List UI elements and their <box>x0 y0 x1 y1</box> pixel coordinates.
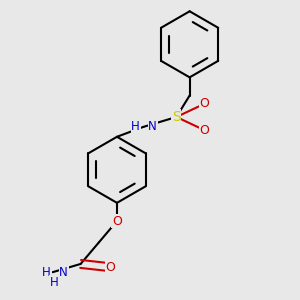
Text: O: O <box>105 261 115 274</box>
Text: N: N <box>59 266 68 279</box>
Text: O: O <box>112 214 122 227</box>
Text: H: H <box>131 120 140 134</box>
Text: H: H <box>42 266 51 279</box>
Text: O: O <box>200 124 209 137</box>
Text: H: H <box>50 276 58 289</box>
Text: N: N <box>148 120 157 134</box>
Text: S: S <box>172 110 181 124</box>
Text: O: O <box>200 97 209 110</box>
